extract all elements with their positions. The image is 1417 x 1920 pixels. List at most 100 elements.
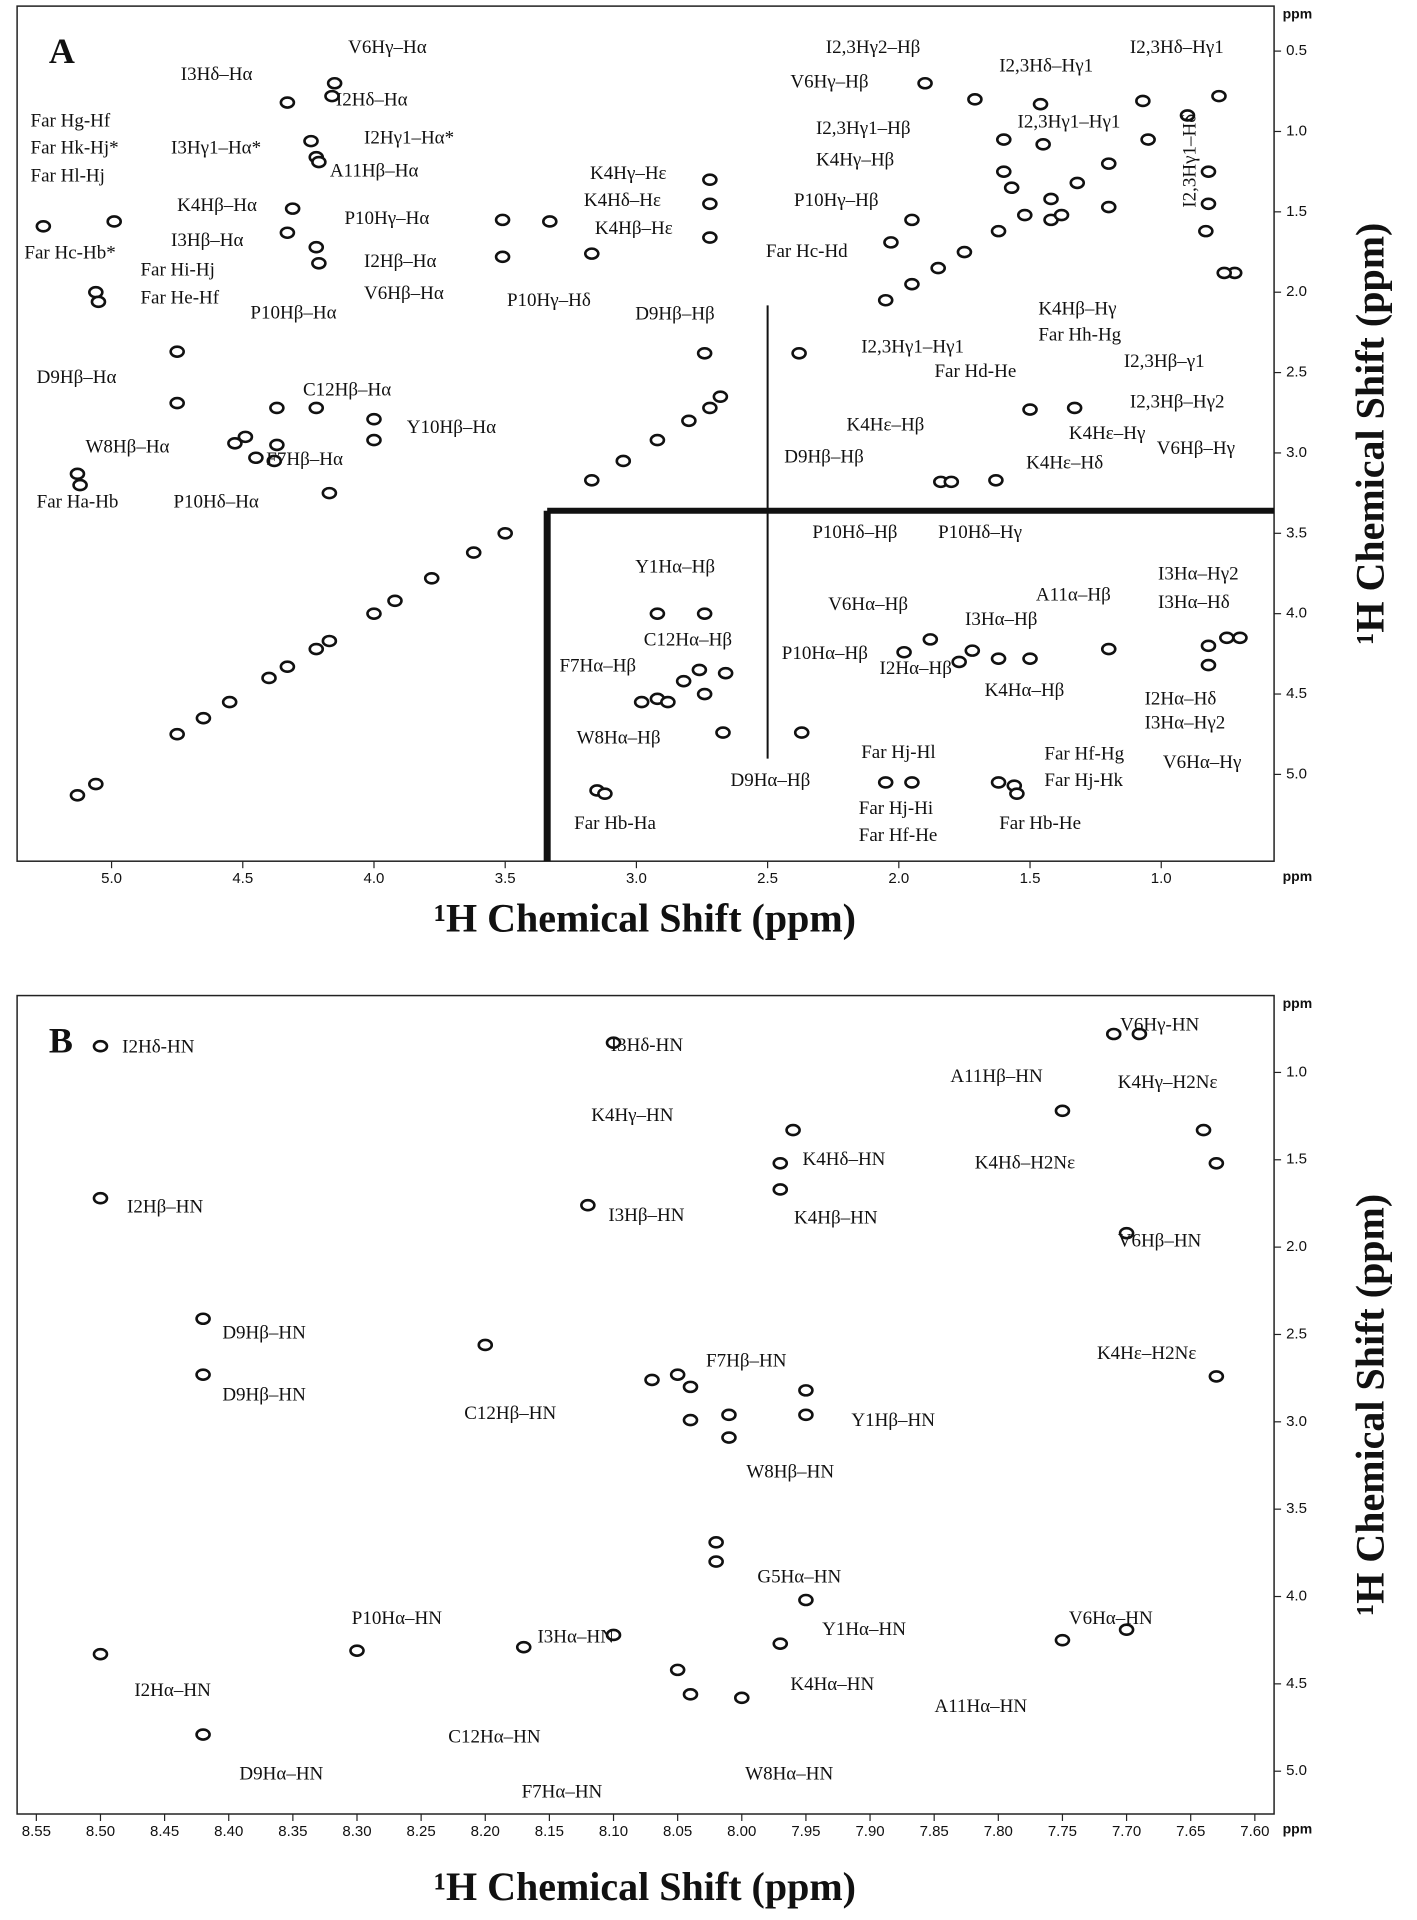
peak-annotation: V6Hα–Hγ — [1163, 752, 1242, 773]
cross-peak — [922, 633, 939, 646]
peak-annotation: I2,3Hγ1–Hγ1 — [861, 337, 964, 358]
peak-annotation: F7Hβ–HN — [706, 1350, 787, 1371]
peak-annotation: Far Hk-Hj* — [31, 137, 119, 158]
cross-peak — [943, 475, 960, 489]
cross-peak — [88, 777, 104, 791]
cross-peak — [696, 346, 713, 360]
peak-annotation: W8Hβ–HN — [746, 1462, 834, 1483]
peak-annotation: I2,3Hβ–Hγ2 — [1130, 391, 1225, 412]
peak-annotation: P10Hδ–Hα — [173, 492, 258, 513]
peak-annotation: D9Hβ–HN — [222, 1385, 306, 1406]
cross-peak — [1140, 133, 1156, 146]
peak-annotation: K4Hδ–HN — [803, 1149, 886, 1170]
cross-peak — [1118, 1623, 1135, 1637]
cross-peak — [1208, 1156, 1225, 1170]
cross-peak — [1219, 631, 1235, 645]
peak-annotation: Far Hh-Hg — [1038, 324, 1121, 345]
y-tick-label: 0.5 — [1286, 42, 1307, 59]
cross-peak — [702, 231, 718, 244]
y-tick-label: 4.5 — [1286, 1675, 1307, 1692]
peak-annotation: D9Hβ–Hβ — [784, 446, 864, 467]
cross-peak — [930, 261, 946, 275]
peak-annotation: Y10Hβ–Hα — [407, 417, 496, 438]
y-tick-label: 5.0 — [1286, 765, 1307, 782]
x-tick-label: 3.0 — [626, 870, 647, 887]
peak-annotation: I2Hβ–HN — [127, 1196, 203, 1217]
cross-peak — [106, 215, 122, 228]
cross-peak — [237, 430, 254, 444]
cross-peak — [633, 695, 650, 709]
cross-peak — [733, 1691, 750, 1705]
cross-peak — [221, 695, 238, 709]
x-tick-label: 7.90 — [855, 1823, 884, 1840]
peak-annotation: F7Hβ–Hα — [266, 449, 343, 470]
cross-peak — [279, 226, 296, 240]
x-tick-label: 8.35 — [278, 1823, 307, 1840]
cross-peak — [477, 1338, 494, 1352]
peak-annotation: Far Hc-Hb* — [24, 242, 115, 263]
peak-annotation: W8Hα–HN — [745, 1763, 833, 1784]
cross-peak — [227, 436, 243, 450]
peak-annotation: K4Hε–Hδ — [1026, 453, 1103, 474]
peak-annotation: I3Hα–Hδ — [1158, 592, 1230, 613]
y-tick-label: 4.0 — [1286, 1587, 1307, 1604]
x-tick-label: 7.75 — [1048, 1823, 1077, 1840]
cross-peak — [967, 93, 983, 106]
peak-annotation: Far Hb-He — [999, 813, 1081, 834]
peak-annotation: P10Hδ–Hγ — [938, 522, 1022, 543]
cross-peak — [1195, 1123, 1212, 1137]
cross-peak — [366, 412, 382, 426]
peak-annotation: K4Hβ–Hε — [595, 218, 673, 239]
peak-annotation: K4Hε–H2Nε — [1097, 1343, 1196, 1364]
cross-peak — [465, 546, 482, 559]
cross-peak — [798, 1408, 814, 1422]
peak-annotation: P10Hα–Hβ — [782, 643, 868, 664]
cross-peak — [1054, 1104, 1071, 1118]
peak-annotation: C12Hα–HN — [448, 1727, 541, 1748]
peak-annotation: C12Hα–Hβ — [644, 630, 732, 651]
peak-annotation: V6Hβ–HN — [1118, 1231, 1202, 1252]
peak-annotation: I2,3Hδ–Hγ1 — [999, 56, 1093, 77]
peak-annotation: V6Hβ–Hγ — [1157, 438, 1235, 459]
cross-peak — [793, 726, 810, 739]
peak-annotation: V6Hα–HN — [1069, 1608, 1153, 1629]
cross-peak — [990, 776, 1007, 789]
x-axis-label: ¹H Chemical Shift (ppm) — [434, 895, 856, 940]
cross-peak — [169, 396, 185, 410]
peak-annotation: W8Hα–Hβ — [577, 727, 661, 748]
cross-peak — [583, 473, 600, 487]
cross-peak — [494, 250, 511, 264]
cross-peak — [772, 1183, 789, 1196]
cross-peak — [1066, 401, 1083, 415]
peak-annotation: I3Hβ–HN — [608, 1205, 684, 1226]
cross-peak — [904, 776, 920, 789]
cross-peak — [1054, 1633, 1071, 1647]
cross-peak — [995, 165, 1012, 178]
y-tick-label: 2.5 — [1286, 364, 1307, 381]
x-tick-label: 7.95 — [791, 1823, 820, 1840]
cross-peak — [1100, 157, 1117, 170]
x-tick-label: 8.15 — [535, 1823, 564, 1840]
y-tick-label: 4.5 — [1286, 685, 1307, 702]
y-tick-label: 3.0 — [1286, 1413, 1307, 1430]
peak-annotation: Far Hj-Hk — [1044, 770, 1123, 791]
cross-peak — [785, 1123, 801, 1137]
x-tick-label: 2.0 — [888, 870, 909, 887]
cross-peak — [1035, 138, 1051, 151]
peak-annotation: K4Hβ–Hα — [177, 195, 257, 216]
cross-peak — [1135, 94, 1151, 108]
peak-annotation: A11Hβ–HN — [950, 1066, 1043, 1087]
cross-peak — [261, 671, 277, 685]
cross-peak — [702, 197, 718, 211]
panel: 5.0 4.5 4.0 3.5 3.0 2.5 2.0 1.5 1.0 0.5 1.0 1.5 2.0 2… — [16, 5, 1392, 940]
peak-annotation: F7Hα–HN — [522, 1782, 603, 1803]
peak-annotation: I2Hδ–Hα — [336, 90, 408, 111]
peak-annotation: K4Hα–HN — [790, 1674, 874, 1695]
cross-peak — [717, 666, 734, 680]
cross-peak — [72, 478, 88, 492]
y-unit: ppm — [1283, 5, 1313, 21]
cross-peak — [195, 711, 212, 725]
peak-annotation: K4Hα–Hβ — [985, 680, 1065, 701]
peak-annotation: Y1Hα–Hβ — [635, 556, 715, 577]
cross-peak — [303, 134, 319, 148]
